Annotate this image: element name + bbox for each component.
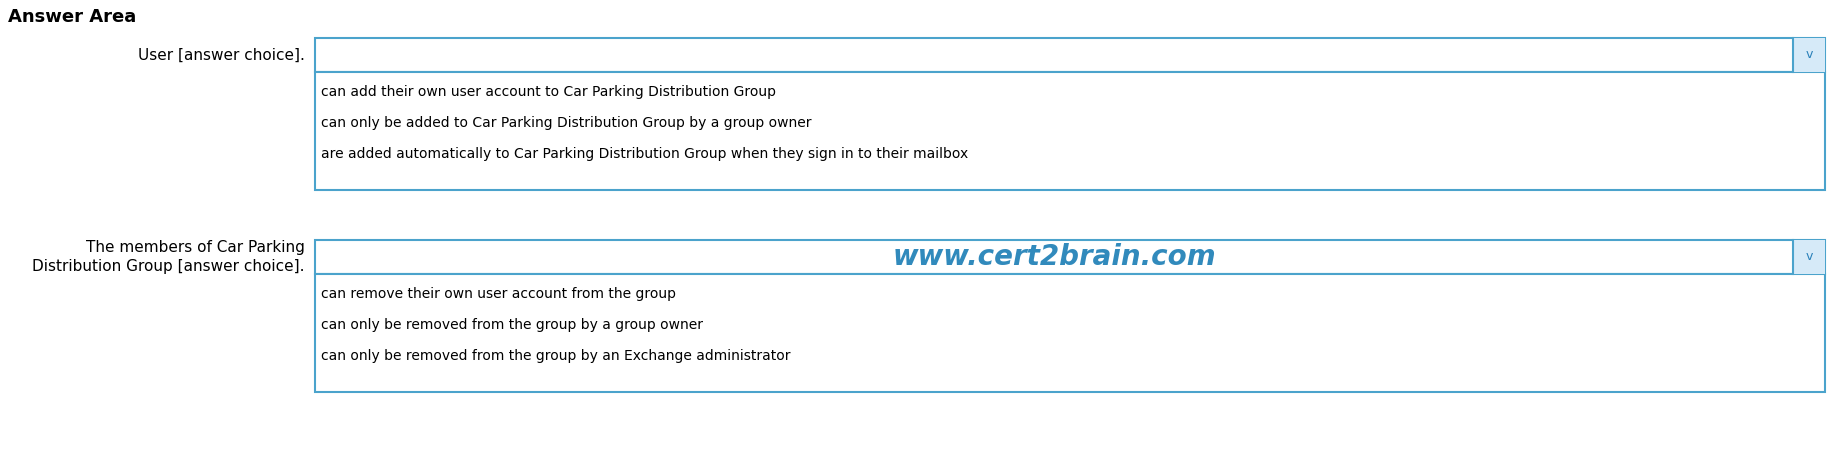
Bar [1794,38,1825,72]
Text: can add their own user account to Car Parking Distribution Group: can add their own user account to Car Pa… [322,85,776,99]
Text: can only be added to Car Parking Distribution Group by a group owner: can only be added to Car Parking Distrib… [322,116,812,130]
Text: Answer Area: Answer Area [7,8,136,26]
Bar [314,274,1825,392]
Text: can remove their own user account from the group: can remove their own user account from t… [322,287,676,301]
Text: are added automatically to Car Parking Distribution Group when they sign in to t: are added automatically to Car Parking D… [322,147,969,161]
Bar [314,240,1825,274]
Text: v: v [1805,251,1812,263]
Text: The members of Car Parking
Distribution Group [answer choice].: The members of Car Parking Distribution … [33,240,305,275]
Text: v: v [1805,49,1812,62]
Text: User [answer choice].: User [answer choice]. [138,48,305,63]
Text: can only be removed from the group by an Exchange administrator: can only be removed from the group by an… [322,349,790,363]
Bar [314,38,1825,72]
Bar [1794,240,1825,274]
Bar [314,72,1825,190]
Text: can only be removed from the group by a group owner: can only be removed from the group by a … [322,318,702,332]
Text: www.cert2brain.com: www.cert2brain.com [891,243,1215,271]
